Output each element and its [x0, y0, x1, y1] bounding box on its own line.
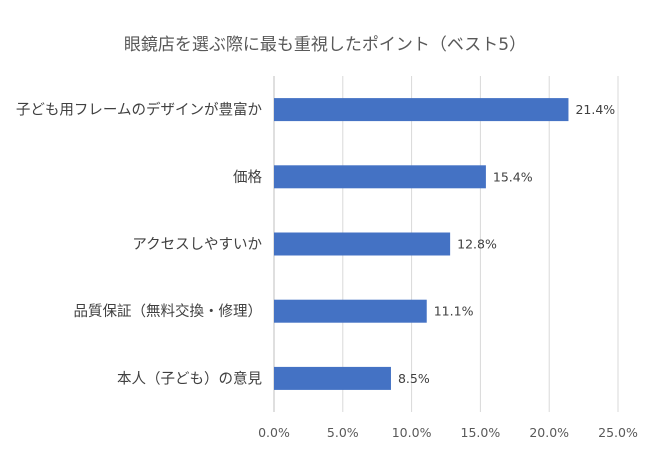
- category-label: 価格: [233, 169, 262, 186]
- category-label: アクセスしやすいか: [132, 236, 262, 253]
- x-tick-label: 0.0%: [258, 425, 290, 440]
- bar: [274, 299, 427, 323]
- chart-title: 眼鏡店を選ぶ際に最も重視したポイント（ベスト5）: [123, 35, 527, 55]
- bar: [274, 232, 451, 256]
- x-tick-label: 15.0%: [461, 425, 501, 440]
- data-label: 8.5%: [398, 371, 430, 386]
- category-label: 品質保証（無料交換・修理）: [74, 302, 263, 320]
- bar: [274, 98, 569, 122]
- data-label: 15.4%: [493, 169, 533, 184]
- category-label: 子ども用フレームのデザインが豊富か: [16, 101, 262, 119]
- bar: [274, 165, 486, 189]
- data-label: 21.4%: [575, 102, 615, 117]
- category-label: 本人（子ども）の意見: [117, 369, 262, 387]
- x-tick-label: 5.0%: [327, 425, 359, 440]
- x-tick-label: 25.0%: [598, 425, 638, 440]
- data-label: 11.1%: [434, 304, 474, 319]
- data-label: 12.8%: [457, 237, 497, 252]
- x-tick-label: 20.0%: [529, 425, 569, 440]
- bar: [274, 366, 391, 390]
- x-tick-label: 10.0%: [392, 425, 432, 440]
